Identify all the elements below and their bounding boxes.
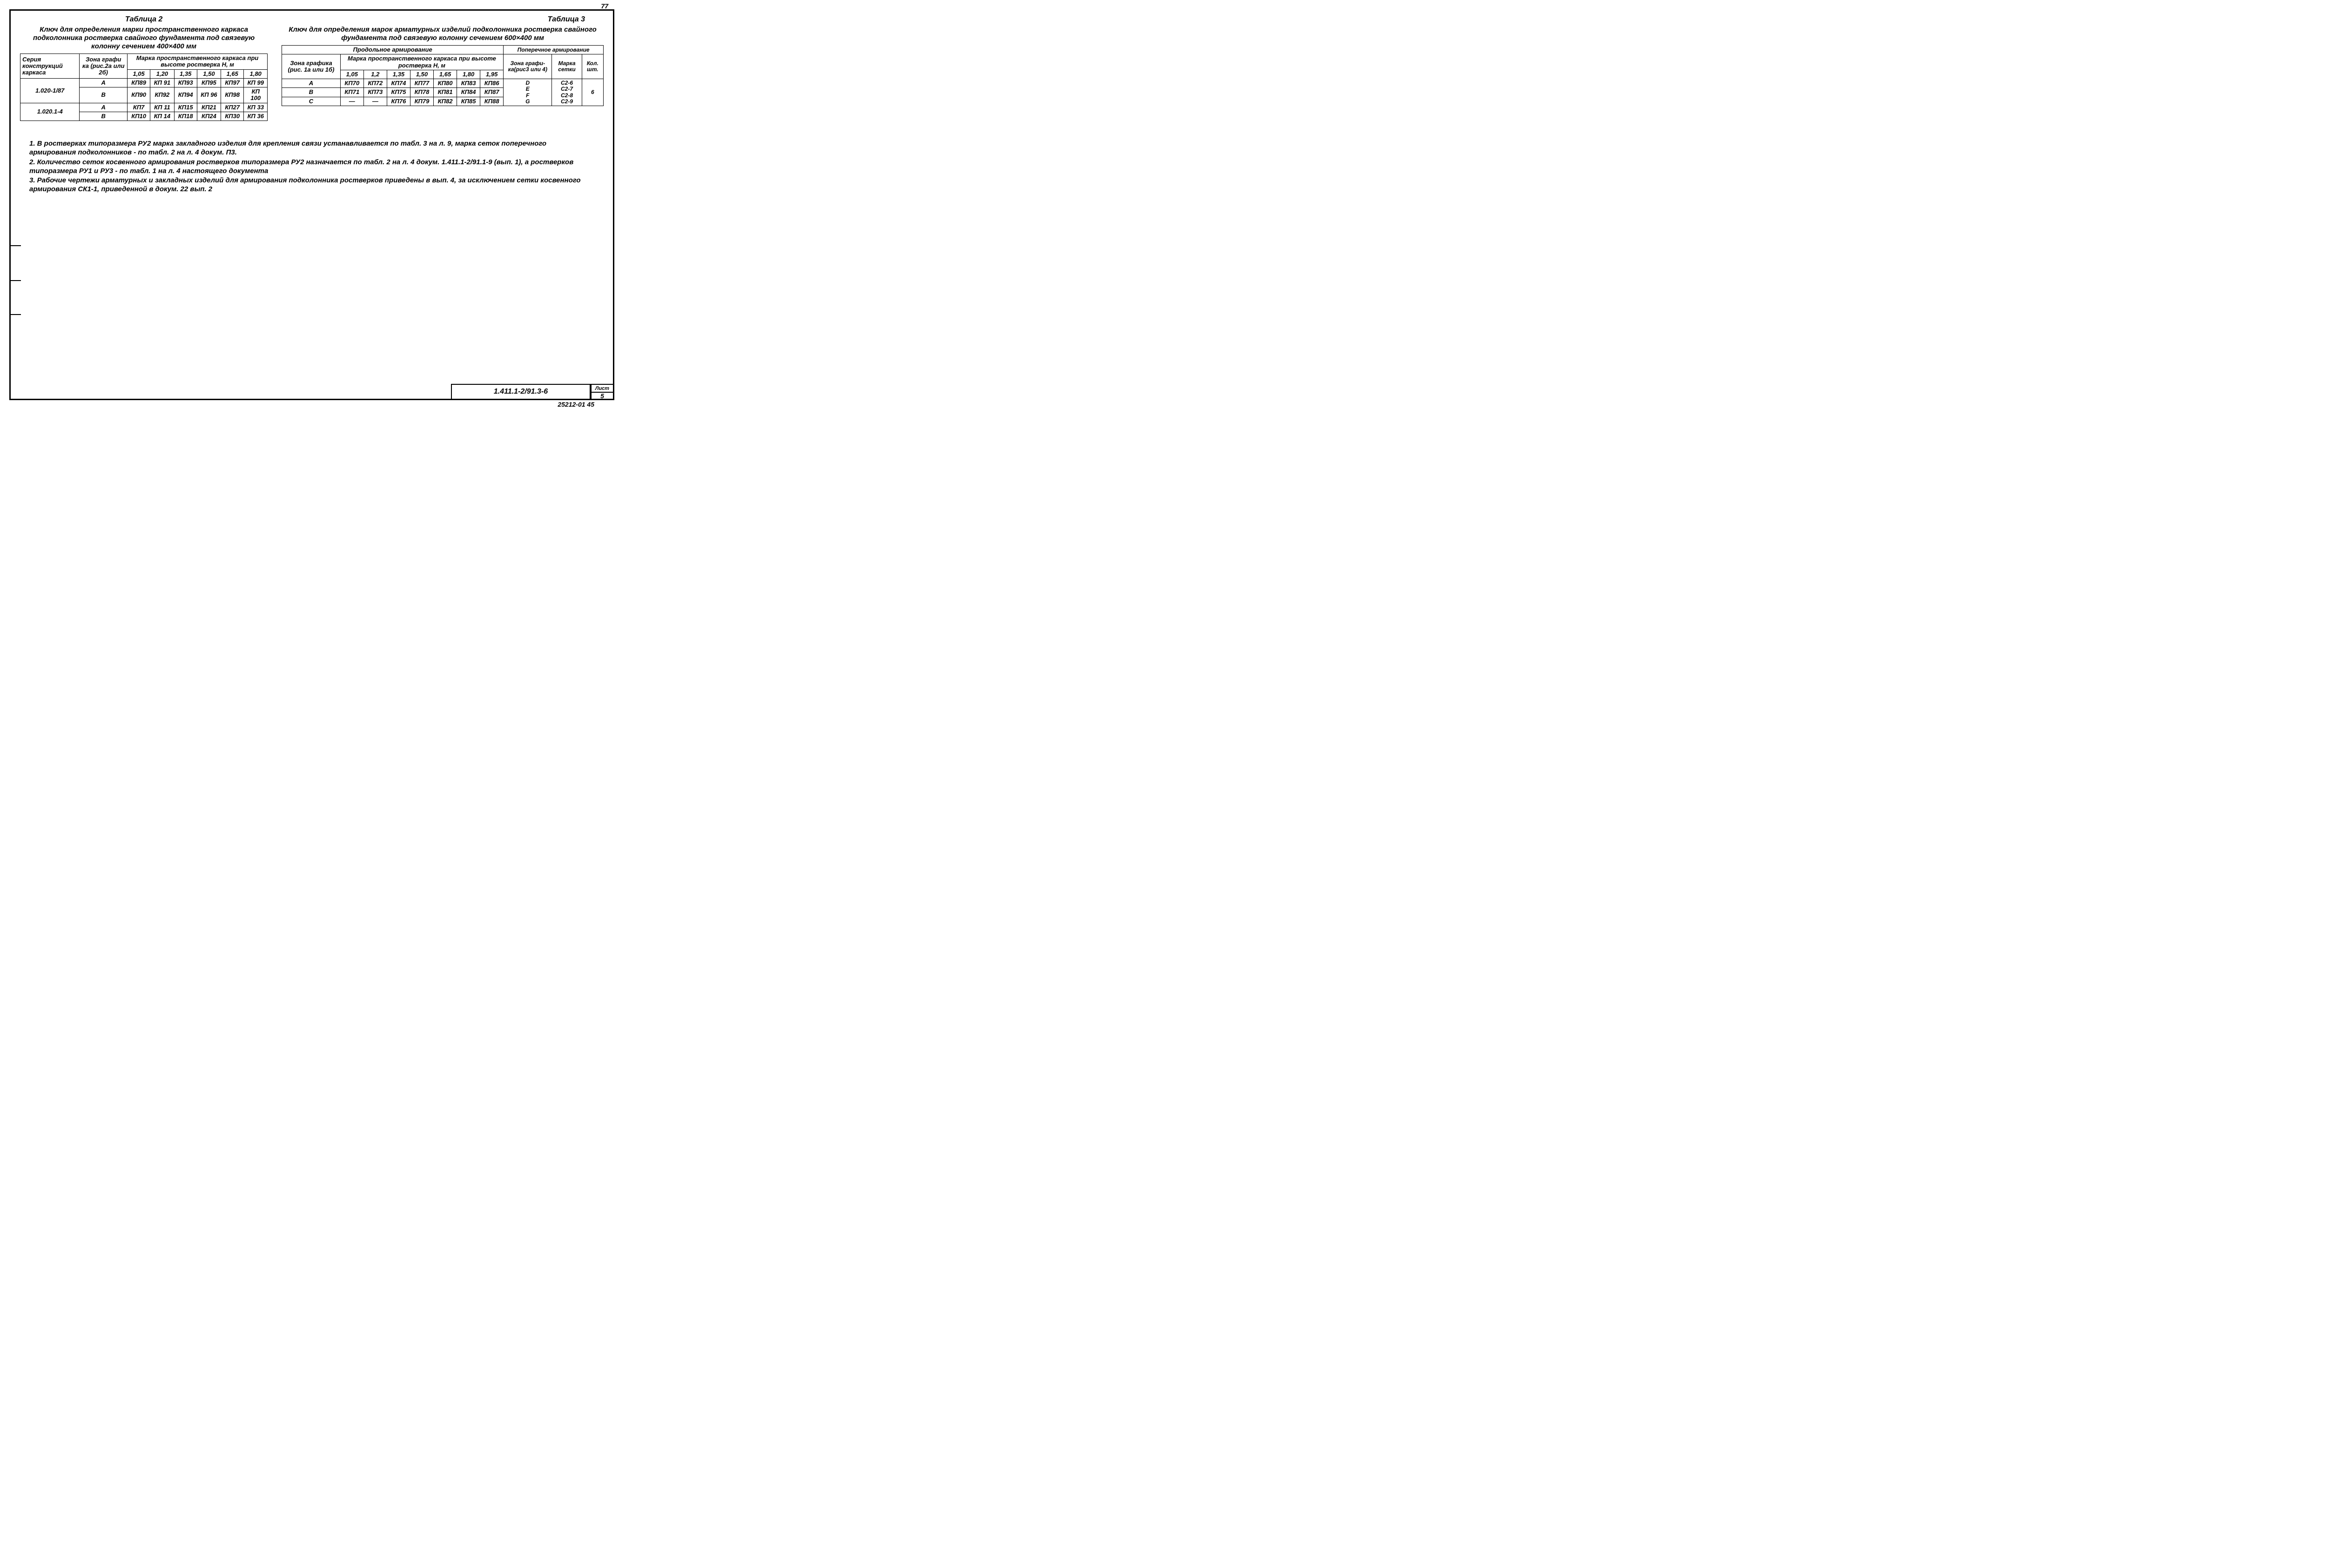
table3: Продольное армирование Поперечное армиро… [282,45,604,106]
table3-caption: Ключ для определения марок арматурных из… [282,26,604,42]
sheet-label: Лист [591,384,614,392]
tables-row: Таблица 2 Ключ для определения марки про… [20,15,604,121]
title-block: 1.411.1-2/91.3-6 Лист 5 [451,384,614,400]
t3-right-qty: 6 [582,79,603,106]
t3-long-header: Продольное армирование [282,46,504,54]
t3-right-meshes: С2-6 С2-7 С2-8 С2-9 [552,79,582,106]
table-row: 1.020.1-4 А КП7 КП 11 КП15 КП21 КП27 КП … [20,103,268,112]
t2-col-zone: Зона графи ка (рис.2а или 2б) [80,54,128,79]
t2-col-mark: Марка пространственного каркаса при высо… [127,54,267,70]
table-row: А КП70 КП72 КП74 КП77 КП80 КП83 КП86 D E… [282,79,604,88]
t2-col-series: Серия конструкций каркаса [20,54,80,79]
note-2: 2. Количество сеток косвенного армирован… [29,158,594,176]
table2-title: Таблица 2 [20,15,268,24]
drawing-sheet: 77 Таблица 2 Ключ для определения марки … [9,9,614,400]
sheet-number: 5 [591,392,614,400]
t3-col-mark: Марка пространственного каркаса при высо… [340,54,503,70]
table3-block: Таблица 3 Ключ для определения марок арм… [282,15,604,121]
t3-col-mesh: Марка сетки [552,54,582,79]
footer-code: 25212-01 45 [558,401,594,408]
t3-col-zone-r: Зона графи-ка(рис3 или 4) [504,54,552,79]
table-row: 1.020-1/87 А КП89 КП 91 КП93 КП95 КП97 К… [20,78,268,87]
t3-col-qty: Кол. шт. [582,54,603,79]
note-3: 3. Рабочие чертежи арматурных и закладны… [29,176,594,194]
document-number: 1.411.1-2/91.3-6 [451,384,591,400]
t3-col-zone: Зона графика (рис. 1а или 1б) [282,54,341,79]
table2-caption: Ключ для определения марки пространствен… [20,26,268,51]
table2-block: Таблица 2 Ключ для определения марки про… [20,15,268,121]
table3-title: Таблица 3 [282,15,604,24]
note-1: 1. В ростверках типоразмера РУ2 марка за… [29,140,594,157]
binding-stub [10,245,21,315]
t3-trans-header: Поперечное армирование [504,46,604,54]
table2: Серия конструкций каркаса Зона графи ка … [20,54,268,121]
page-number-top: 77 [601,2,608,10]
t3-right-zones: D E F G [504,79,552,106]
notes-block: 1. В ростверках типоразмера РУ2 марка за… [20,140,604,194]
